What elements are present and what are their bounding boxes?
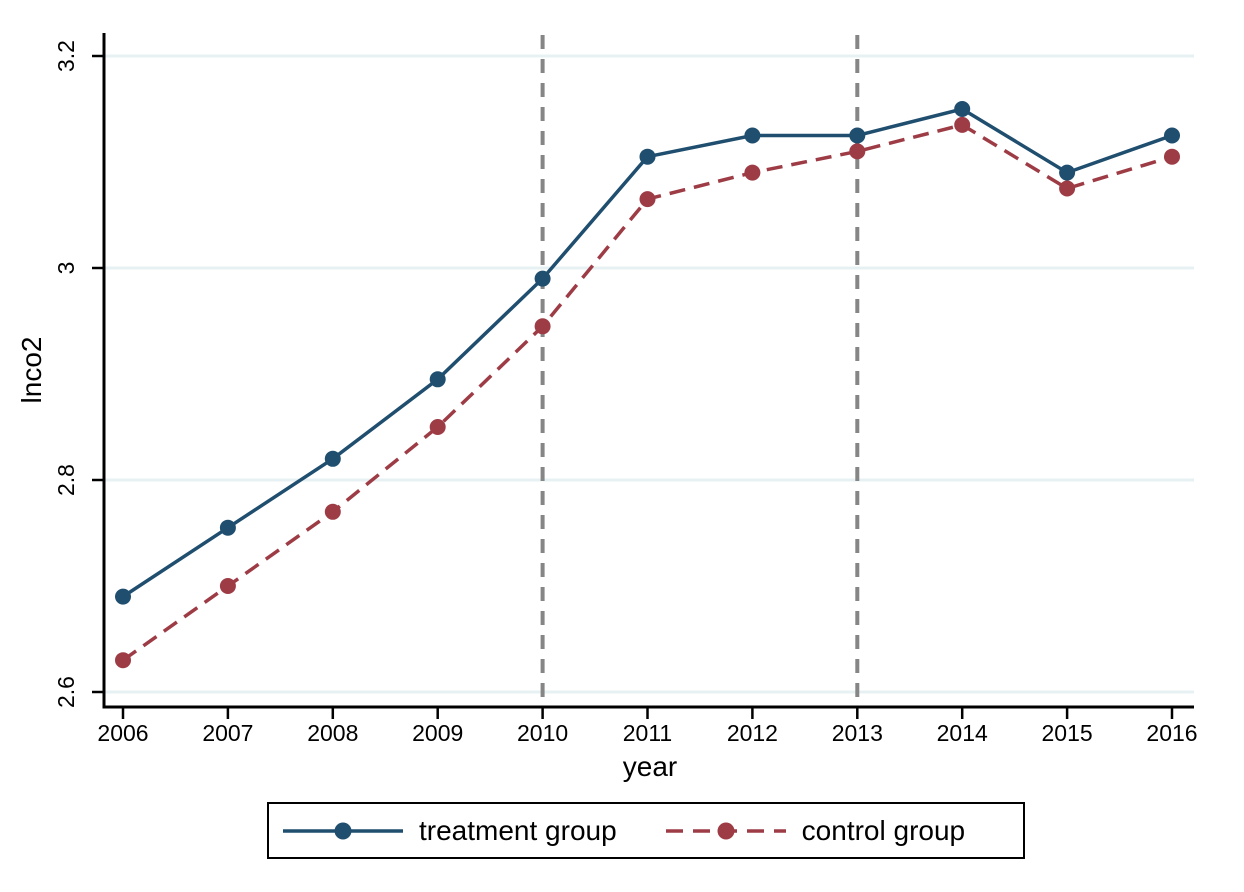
data-point-marker: [429, 419, 446, 435]
x-tick-label-2014: 2014: [937, 720, 988, 746]
control-swatch-icon: [665, 822, 786, 839]
data-point-marker: [534, 318, 551, 335]
y-tick-label-2.8: 2.8: [53, 464, 79, 496]
x-tick-label-2013: 2013: [832, 720, 883, 746]
data-point-marker: [849, 127, 866, 144]
data-point-marker: [744, 127, 761, 144]
data-point-marker: [219, 519, 236, 536]
x-tick-label-2009: 2009: [412, 720, 463, 746]
y-axis-title: lnco2: [16, 336, 47, 404]
data-point-marker: [849, 143, 866, 160]
y-tick-label-2.6: 2.6: [53, 676, 79, 708]
x-tick-label-2008: 2008: [307, 720, 358, 746]
data-point-marker: [324, 450, 341, 467]
y-tick-label-3.2: 3.2: [53, 40, 79, 72]
data-point-marker: [744, 164, 761, 181]
data-point-marker: [954, 116, 971, 133]
data-point-marker: [115, 652, 131, 669]
legend-item-control: control group: [665, 815, 965, 847]
data-point-marker: [954, 101, 971, 117]
data-point-marker: [429, 371, 446, 388]
treatment-swatch-icon: [283, 822, 403, 839]
data-point-marker: [639, 148, 656, 165]
legend-label-treatment: treatment group: [419, 814, 617, 846]
data-point-marker: [115, 588, 131, 605]
series-line-0: [122, 107, 1173, 599]
data-point-marker: [1164, 127, 1180, 144]
x-tick-label-2015: 2015: [1042, 720, 1093, 746]
legend-item-treatment: treatment group: [282, 815, 617, 847]
data-point-marker: [639, 191, 656, 208]
legend: treatment group control group: [267, 802, 1025, 859]
x-tick-label-2010: 2010: [517, 720, 568, 746]
data-point-marker: [1164, 148, 1180, 165]
x-tick-label-2012: 2012: [727, 720, 778, 746]
data-point-marker: [324, 503, 341, 520]
x-axis-title: year: [622, 751, 678, 782]
legend-label-control: control group: [801, 814, 966, 846]
data-point-marker: [1059, 164, 1076, 181]
data-point-marker: [534, 270, 551, 287]
x-tick-label-2007: 2007: [202, 720, 253, 746]
y-tick-label-3: 3: [53, 262, 79, 275]
x-tick-label-2011: 2011: [623, 720, 672, 746]
data-point-marker: [219, 578, 236, 594]
x-tick-label-2006: 2006: [97, 720, 148, 746]
x-tick-label-2016: 2016: [1146, 720, 1197, 746]
data-point-marker: [1059, 180, 1076, 197]
